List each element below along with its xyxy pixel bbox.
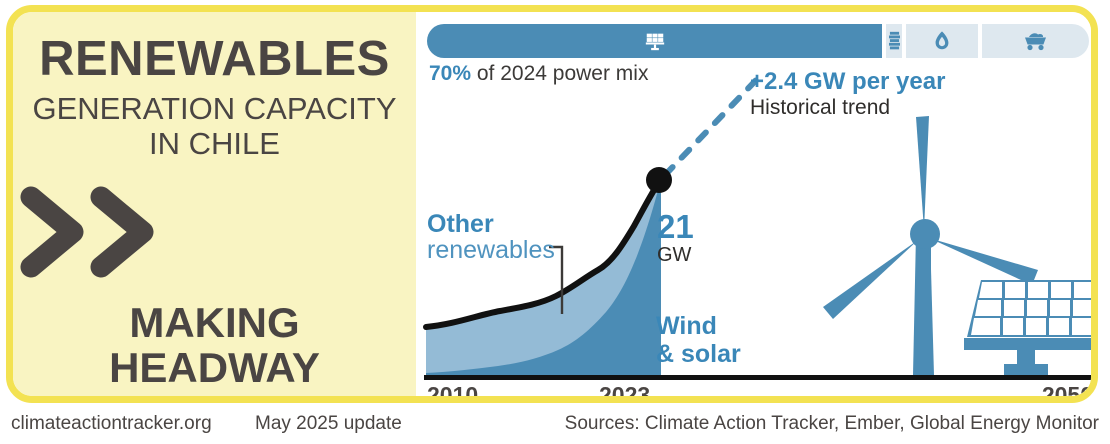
- wind-solar-line2: & solar: [656, 340, 741, 368]
- footer-website[interactable]: climateactiontracker.org: [11, 413, 212, 434]
- x-axis-tick-start: 2010: [427, 382, 479, 403]
- mix-segment-renewables: [427, 24, 883, 58]
- today-capacity-value: 21: [657, 208, 694, 245]
- x-axis-tick-today: 2023: [599, 382, 651, 403]
- other-renewables-leader: [549, 245, 564, 314]
- power-mix-label: 70% of 2024 power mix: [429, 62, 648, 86]
- chart-panel: 70% of 2024 power mix: [416, 12, 1091, 396]
- wind-solar-label: Wind & solar: [656, 312, 741, 368]
- trend-annotation: +2.4 GW per year Historical trend: [750, 68, 946, 120]
- gas-flame-icon: [935, 31, 949, 50]
- area-wind-solar: [426, 179, 661, 375]
- wind-turbine-icon: [823, 116, 1038, 375]
- footer-sources: Sources: Climate Action Tracker, Ember, …: [564, 413, 1099, 434]
- other-renewables-line1: Other: [427, 210, 494, 238]
- trend-rate-label: +2.4 GW per year: [750, 68, 946, 95]
- mix-segment-coal: [981, 24, 1089, 58]
- historical-trend-line: [662, 72, 764, 178]
- wind-solar-line1: Wind: [656, 312, 717, 340]
- today-capacity-unit: GW: [657, 244, 692, 266]
- trend-caption-label: Historical trend: [750, 95, 891, 119]
- other-renewables-label: Other renewables: [427, 212, 555, 263]
- coal-cart-icon: [1025, 33, 1047, 51]
- verdict-line1: MAKING: [129, 299, 300, 346]
- power-mix-value: 70%: [429, 62, 472, 85]
- capacity-area-chart: [423, 72, 1091, 380]
- power-mix-caption: of 2024 power mix: [471, 62, 649, 85]
- mix-segment-oil: [886, 24, 903, 58]
- total-capacity-line: [423, 176, 664, 330]
- x-axis-tick-end: 2050: [1041, 382, 1093, 403]
- solar-panel-array-icon: [964, 280, 1091, 375]
- page-title: RENEWABLES: [39, 32, 390, 86]
- mix-segment-gas: [906, 24, 978, 58]
- page-subtitle-line2: IN CHILE: [149, 125, 280, 161]
- footer-update-date: May 2025 update: [255, 413, 402, 434]
- left-title-panel: RENEWABLES GENERATION CAPACITY IN CHILE …: [13, 12, 416, 396]
- page-subtitle-line1: GENERATION CAPACITY: [32, 90, 397, 126]
- today-capacity-label: 21 GW: [657, 210, 694, 268]
- oil-barrel-icon: [888, 31, 900, 50]
- footer: climateactiontracker.org May 2025 update…: [0, 410, 1110, 444]
- today-marker-dot: [646, 167, 672, 193]
- mix-segment-gap-2: [902, 24, 907, 58]
- page-subtitle: GENERATION CAPACITY IN CHILE: [13, 90, 416, 161]
- power-mix-bar: [427, 24, 1089, 58]
- solar-panel-icon: [645, 33, 664, 51]
- verdict-block: MAKING HEADWAY: [13, 300, 416, 391]
- x-axis-line: [424, 375, 1091, 380]
- other-renewables-line2: renewables: [427, 236, 555, 264]
- title-block: RENEWABLES GENERATION CAPACITY IN CHILE: [13, 32, 416, 161]
- infographic-card: RENEWABLES GENERATION CAPACITY IN CHILE …: [6, 5, 1098, 403]
- double-chevron-right-icon: [20, 186, 154, 278]
- chevron-wrap: [13, 184, 416, 280]
- verdict-line2: HEADWAY: [109, 344, 320, 392]
- mix-segment-gap-1: [882, 24, 887, 58]
- mix-segment-gap-3: [977, 24, 982, 58]
